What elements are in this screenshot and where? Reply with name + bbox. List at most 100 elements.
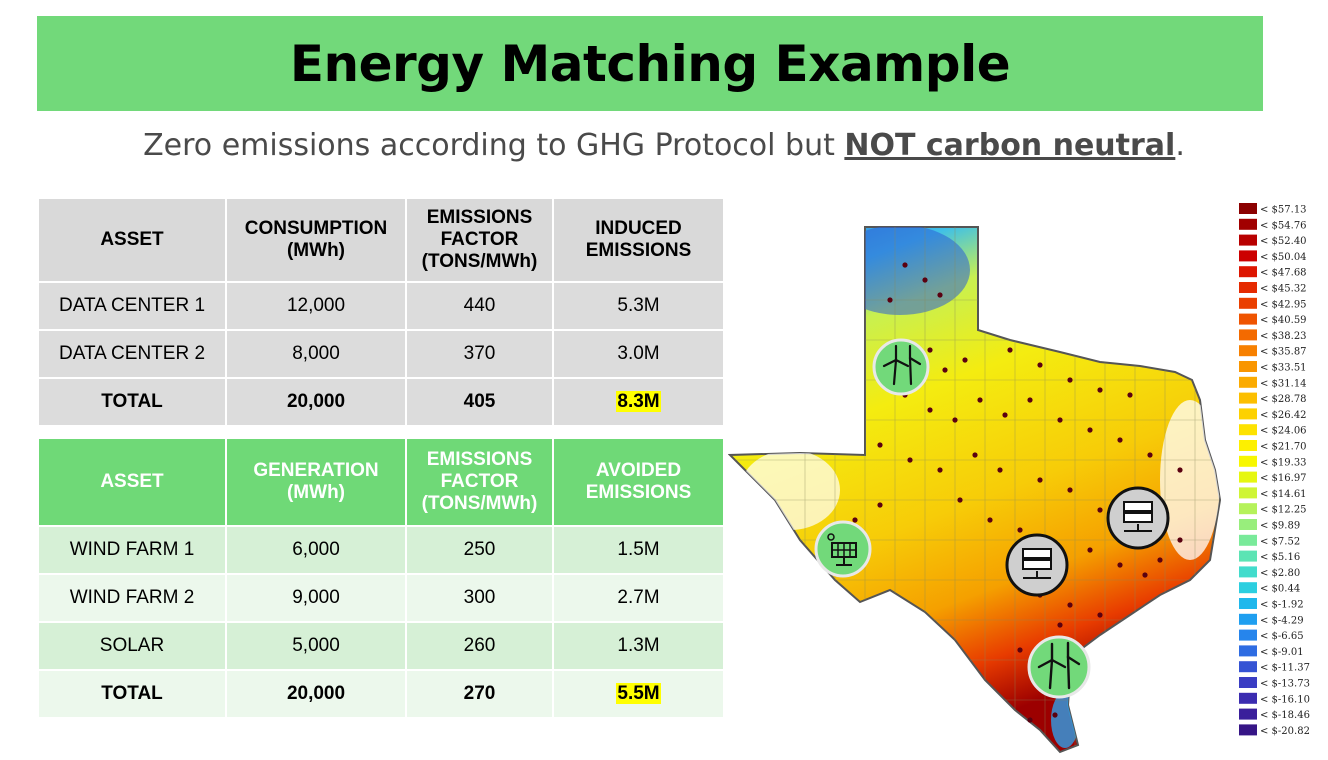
server-icon <box>1005 533 1069 597</box>
legend-swatch <box>1239 519 1257 530</box>
legend-swatch <box>1239 487 1257 499</box>
solar-panel-icon <box>814 520 872 578</box>
cell: WIND FARM 2 <box>39 575 225 621</box>
subtitle: Zero emissions according to GHG Protocol… <box>0 128 1328 163</box>
legend-swatch <box>1239 534 1257 546</box>
total-avoided-cell: 5.5M <box>554 671 723 717</box>
legend-label: < $31.14 <box>1260 378 1307 389</box>
cell: 1.3M <box>554 623 723 669</box>
cell: WIND FARM 1 <box>39 527 225 573</box>
legend-swatch <box>1239 203 1257 214</box>
cell: DATA CENTER 2 <box>39 331 225 377</box>
consumption-table: ASSET CONSUMPTION (MWh) EMISSIONS FACTOR (T… <box>37 197 725 427</box>
legend-label: < $2.80 <box>1260 568 1300 579</box>
cell: TOTAL <box>39 671 225 717</box>
legend-swatch <box>1239 250 1257 262</box>
cell: 405 <box>407 379 552 425</box>
legend-label: < $57.13 <box>1260 205 1307 216</box>
header-induced-emissions: INDUCED EMISSIONS <box>554 199 723 281</box>
subtitle-after: . <box>1175 128 1185 163</box>
legend-swatch <box>1239 218 1257 230</box>
cell: 5.3M <box>554 283 723 329</box>
legend-label: < $26.42 <box>1260 410 1307 421</box>
cell: 5,000 <box>227 623 405 669</box>
wind-turbine-icon <box>1027 635 1091 699</box>
legend-swatch <box>1239 313 1257 325</box>
legend-swatch <box>1239 282 1257 293</box>
cell: 300 <box>407 575 552 621</box>
legend-label: < $38.23 <box>1260 331 1307 342</box>
legend-label: < $28.78 <box>1260 394 1307 405</box>
white-region-east <box>1160 400 1220 560</box>
legend-swatch <box>1239 645 1257 657</box>
legend-swatch <box>1239 392 1257 404</box>
legend-swatch <box>1239 234 1257 246</box>
legend-label: < $-11.37 <box>1260 663 1310 674</box>
legend-label: < $16.97 <box>1260 473 1307 484</box>
price-legend: < $57.13 < $54.76 < $52.40 < $50.04 < $47.68… <box>1239 203 1310 737</box>
legend-label: < $-13.73 <box>1260 679 1310 690</box>
legend-label: < $-9.01 <box>1260 647 1304 658</box>
white-region <box>740 450 840 530</box>
cell: 260 <box>407 623 552 669</box>
legend-swatch <box>1239 329 1257 341</box>
table-row: DATA CENTER 2 8,000 370 3.0M <box>39 331 723 377</box>
cell: 270 <box>407 671 552 717</box>
legend-label: < $5.16 <box>1260 552 1300 563</box>
legend-label: < $9.89 <box>1260 521 1300 532</box>
legend-label: < $45.32 <box>1260 284 1307 295</box>
cell: TOTAL <box>39 379 225 425</box>
legend-swatch <box>1239 361 1257 372</box>
legend-swatch <box>1239 440 1257 451</box>
legend-swatch <box>1239 297 1257 309</box>
title-banner: Energy Matching Example <box>37 16 1263 111</box>
legend-swatch <box>1239 455 1257 467</box>
header-consumption: CONSUMPTION (MWh) <box>227 199 405 281</box>
cell: 6,000 <box>227 527 405 573</box>
cell: 12,000 <box>227 283 405 329</box>
header-emissions-factor: EMISSIONS FACTOR (TONS/MWh) <box>407 439 552 525</box>
server-icon <box>1106 486 1170 550</box>
legend-label: < $21.70 <box>1260 442 1307 453</box>
legend-label: < $7.52 <box>1260 536 1300 547</box>
legend-swatch <box>1239 471 1257 483</box>
generation-table: ASSET GENERATION (MWh) EMISSIONS FACTOR (TO… <box>37 437 725 719</box>
cell: 440 <box>407 283 552 329</box>
header-emissions-factor: EMISSIONS FACTOR (TONS/MWh) <box>407 199 552 281</box>
legend-label: < $-4.29 <box>1260 615 1304 626</box>
header-asset: ASSET <box>39 439 225 525</box>
legend-label: < $33.51 <box>1260 363 1307 374</box>
legend-swatch <box>1239 408 1257 420</box>
legend-swatch <box>1239 424 1257 436</box>
legend-label: < $50.04 <box>1260 252 1307 263</box>
cell: 1.5M <box>554 527 723 573</box>
legend-swatch <box>1239 629 1257 641</box>
blue-region <box>830 227 970 315</box>
cell: 20,000 <box>227 379 405 425</box>
header-asset: ASSET <box>39 199 225 281</box>
legend-label: < $42.95 <box>1260 299 1307 310</box>
cell: DATA CENTER 1 <box>39 283 225 329</box>
highlighted-value: 8.3M <box>616 391 661 412</box>
subtitle-emphasis: NOT carbon neutral <box>844 128 1176 163</box>
total-row: TOTAL 20,000 270 5.5M <box>39 671 723 717</box>
legend-swatch <box>1239 376 1257 388</box>
legend-swatch <box>1239 661 1257 673</box>
table-row: SOLAR 5,000 260 1.3M <box>39 623 723 669</box>
table-row: WIND FARM 2 9,000 300 2.7M <box>39 575 723 621</box>
cell: SOLAR <box>39 623 225 669</box>
legend-swatch <box>1239 266 1257 278</box>
legend-label: < $14.61 <box>1260 489 1307 500</box>
table-row: WIND FARM 1 6,000 250 1.5M <box>39 527 723 573</box>
header-generation: GENERATION (MWh) <box>227 439 405 525</box>
legend-label: < $19.33 <box>1260 457 1307 468</box>
legend-label: < $54.76 <box>1260 220 1307 231</box>
legend-label: < $47.68 <box>1260 268 1307 279</box>
cell: 2.7M <box>554 575 723 621</box>
legend-swatch <box>1239 613 1257 625</box>
total-induced-cell: 8.3M <box>554 379 723 425</box>
legend-label: < $24.06 <box>1260 426 1307 437</box>
legend-swatch <box>1239 503 1257 515</box>
legend-swatch <box>1239 566 1257 578</box>
legend-label: < $-6.65 <box>1260 631 1304 642</box>
